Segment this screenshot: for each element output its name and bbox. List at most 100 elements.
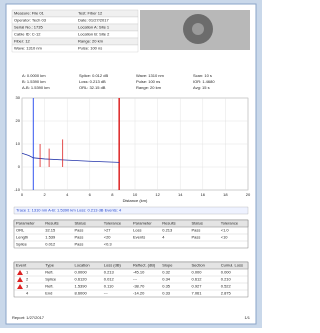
table-header: Event: [16, 263, 27, 268]
table-cell: 0.0000: [75, 270, 88, 275]
table-header: Location: [75, 263, 90, 268]
stat: Loss: 0.213 dB: [79, 79, 106, 84]
table-header: Tolerance: [221, 221, 239, 226]
table-cell: Refl.: [45, 284, 53, 289]
table-cell: 1.5390: [75, 284, 88, 289]
table-cell: <1.0: [221, 228, 230, 233]
table-cell: 7.061: [192, 291, 203, 296]
legend: Trace 1: 1310 nm A-B: 1.5390 km Loss: 0.…: [16, 208, 122, 213]
stat: ORL: 32.15 dB: [79, 85, 106, 90]
x-axis-title: Distance (km): [123, 198, 148, 203]
x-tick-label: 10: [133, 192, 138, 197]
table-cell: 0.6120: [75, 277, 88, 282]
table-header: Loss (dB): [104, 263, 122, 268]
y-tick-label: 20: [16, 118, 21, 123]
table-cell: Pass: [75, 242, 84, 247]
stat: Wave: 1310 nm: [136, 73, 165, 78]
table-cell: Pass: [75, 228, 84, 233]
table-cell: Pass: [75, 235, 84, 240]
table-cell: 0.34: [162, 277, 171, 282]
table-cell: Loss: [133, 228, 141, 233]
table-cell: <10: [221, 235, 229, 240]
info-cell: Fiber: 12: [14, 39, 31, 44]
table-header: Type: [45, 263, 54, 268]
table-cell: 2.875: [221, 291, 232, 296]
table-cell: 0.000: [192, 270, 203, 275]
table-cell: 0.110: [104, 284, 114, 289]
info-cell: Date: 01/27/2017: [78, 18, 109, 23]
table-cell: Events: [133, 235, 145, 240]
table-cell: 0.35: [162, 284, 171, 289]
x-tick-label: 18: [223, 192, 228, 197]
stat: Range: 20 km: [136, 85, 162, 90]
info-row: [12, 38, 138, 45]
table-cell: -14.20: [133, 291, 145, 296]
table-header: Status: [75, 221, 86, 226]
table-header: Results: [45, 221, 58, 226]
table-cell: 0.612: [192, 277, 203, 282]
stat: A-B: 1.5390 km: [22, 85, 50, 90]
fiber-core: [192, 23, 204, 35]
info-cell: Serial No.: 1735: [14, 25, 43, 30]
stat: Pulse: 100 ns: [136, 79, 160, 84]
y-tick-label: 10: [16, 141, 21, 146]
table-header: Section: [192, 263, 205, 268]
table-cell: Refl.: [45, 270, 53, 275]
x-tick-label: 12: [155, 192, 160, 197]
x-tick-label: 20: [246, 192, 251, 197]
table-cell: ---: [104, 291, 109, 296]
table-cell: <0.3: [104, 242, 113, 247]
table-cell: Length: [16, 235, 28, 240]
info-cell: Test: Fiber 12: [78, 11, 103, 16]
y-tick-label: -10: [14, 187, 21, 192]
table-header: Slope: [162, 263, 173, 268]
table-cell: 0.012: [45, 242, 56, 247]
table-header: Cumul. Loss: [221, 263, 243, 268]
table-cell: 0.012: [104, 277, 115, 282]
info-cell: Pulse: 100 ns: [78, 46, 102, 51]
info-cell: Operator: Tech 03: [14, 18, 47, 23]
stat: B: 1.5390 km: [22, 79, 46, 84]
table-cell: -45.10: [133, 270, 145, 275]
table-cell: Splice: [16, 242, 28, 247]
table-header: Status: [192, 221, 203, 226]
table-cell: End: [45, 291, 52, 296]
table-cell: 0.33: [162, 291, 171, 296]
table-cell: 0.213: [104, 270, 115, 275]
x-tick-label: 14: [178, 192, 183, 197]
table-cell: Pass: [192, 228, 201, 233]
info-cell: Wave: 1310 nm: [14, 46, 43, 51]
table-header: Reflect. (dB): [133, 263, 156, 268]
stat: Splice: 0.012 dB: [79, 73, 108, 78]
stat: Avg: 15 s: [193, 85, 210, 90]
table-cell: 0.32: [162, 270, 171, 275]
table-cell: 0.213: [162, 228, 173, 233]
table-header: Results: [162, 221, 175, 226]
footer-left: Report: 1/27/2017: [12, 315, 45, 320]
table-cell: Pass: [192, 235, 201, 240]
info-cell: Location A: Site 1: [78, 25, 110, 30]
table-cell: 0.210: [221, 277, 232, 282]
table-header: Parameter: [16, 221, 35, 226]
table-cell: 32.15: [45, 228, 56, 233]
y-tick-label: 30: [16, 95, 21, 100]
table-cell: >27: [104, 228, 112, 233]
table-cell: ---: [133, 277, 138, 282]
footer-right: 1/1: [244, 315, 250, 320]
stat: Scan: 10 s: [193, 73, 212, 78]
stat: A: 0.0000 km: [22, 73, 46, 78]
info-cell: Measure: File 01: [14, 11, 45, 16]
table-cell: <20: [104, 235, 112, 240]
table-cell: 1.539: [45, 235, 56, 240]
table-cell: 0.522: [221, 284, 232, 289]
info-cell: Location B: Site 2: [78, 32, 110, 37]
table-cell: 0.927: [192, 284, 203, 289]
table-cell: 0.000: [221, 270, 232, 275]
stat: IOR: 1.4680: [193, 79, 215, 84]
table-header: Tolerance: [104, 221, 122, 226]
table-cell: ORL: [16, 228, 25, 233]
table-cell: Splice: [45, 277, 57, 282]
table-header: Parameter: [133, 221, 152, 226]
table-cell: -38.70: [133, 284, 145, 289]
info-cell: Range: 20 km: [78, 39, 104, 44]
